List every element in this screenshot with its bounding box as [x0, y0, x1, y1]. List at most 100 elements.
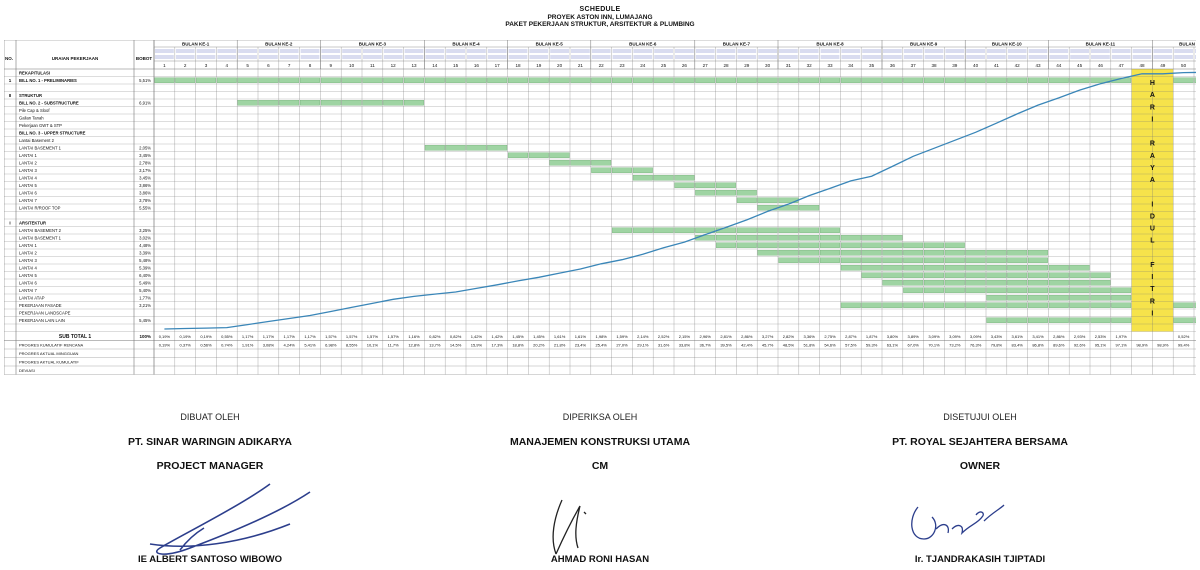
- holiday-letter: I: [1151, 201, 1153, 208]
- gantt-bar-cell: [404, 77, 424, 83]
- row-weight: 3,02%: [139, 236, 151, 241]
- gantt-bar-cell: [300, 77, 320, 83]
- date-placeholder: [924, 55, 944, 59]
- gantt-bar-cell: [799, 205, 820, 211]
- row-description: ARSITEKTUR: [19, 221, 46, 226]
- gantt-bar-cell: [341, 100, 362, 106]
- made-by-name: IE ALBERT SANTOSO WIBOWO: [137, 554, 283, 565]
- subtotal-value: 2,14%: [637, 334, 649, 339]
- gantt-bar-cell: [632, 175, 653, 181]
- date-placeholder: [321, 55, 341, 59]
- subtotal-value: 2,15%: [679, 334, 691, 339]
- cumulative-value: 54,6%: [824, 343, 836, 348]
- gantt-bar-cell: [1090, 272, 1111, 278]
- made-by-label: DIBUAT OLEH: [180, 412, 240, 422]
- approved-by-label: DISETUJUI OLEH: [943, 412, 1017, 422]
- date-placeholder: [883, 55, 902, 59]
- gantt-bar-cell: [903, 287, 924, 293]
- checked-by-label: DIPERIKSA OLEH: [562, 412, 638, 422]
- gantt-bar-cell: [1194, 77, 1196, 83]
- subtotal-value: 3,27%: [762, 334, 774, 339]
- gantt-bar-cell: [695, 227, 716, 233]
- date-placeholder: [487, 55, 507, 59]
- cumulative-value: 27,0%: [616, 343, 628, 348]
- gantt-bar-cell: [716, 77, 736, 83]
- gantt-bar-cell: [778, 227, 799, 233]
- cumulative-value: 45,7%: [762, 343, 774, 348]
- cumulative-value: 98,9%: [1136, 343, 1148, 348]
- gantt-bar-cell: [1069, 77, 1090, 83]
- gantt-bar-cell: [944, 257, 965, 263]
- schedule-table: BULAN KE-1 BULAN KE-2 BULAN KE-3 BULAN KE-4…: [4, 40, 1196, 375]
- gantt-bar-cell: [903, 77, 924, 83]
- gantt-bar-cell: [1007, 250, 1028, 256]
- gantt-bar-cell: [820, 257, 840, 263]
- month-label: BULAN KE-11: [1086, 42, 1116, 47]
- date-placeholder: [1007, 55, 1027, 59]
- cumulative-value: 6,98%: [325, 343, 337, 348]
- gantt-bar-cell: [924, 280, 944, 286]
- holiday-letter: H: [1150, 80, 1155, 87]
- gantt-bar-cell: [1048, 77, 1069, 83]
- date-placeholder: [779, 55, 798, 59]
- gantt-bar-cell: [674, 227, 695, 233]
- cumulative-value: 0,37%: [180, 343, 192, 348]
- gantt-bar-cell: [1069, 317, 1090, 323]
- date-placeholder: [633, 55, 653, 59]
- date-placeholder: [279, 49, 299, 53]
- date-placeholder: [966, 55, 985, 59]
- gantt-bar-cell: [799, 257, 820, 263]
- date-placeholder: [1007, 49, 1027, 53]
- gantt-bar-cell: [861, 302, 882, 308]
- cumulative-value: 3,08%: [263, 343, 275, 348]
- week-number: 9: [330, 63, 333, 68]
- date-placeholder: [799, 55, 819, 59]
- subtotal-value: 0,19%: [200, 334, 212, 339]
- date-placeholder: [342, 49, 361, 53]
- row-description: BILL NO. 2 - SUBSTRUCTURE: [19, 101, 79, 106]
- gantt-bar-cell: [258, 100, 279, 106]
- s-curve-line: [164, 71, 1196, 330]
- gantt-bar-cell: [944, 250, 965, 256]
- row-description: PEKERJAAN FASADE: [19, 303, 62, 308]
- date-placeholder: [716, 55, 736, 59]
- gantt-bar-cell: [757, 227, 778, 233]
- gantt-bar-cell: [1090, 287, 1111, 293]
- gantt-bar-cell: [1028, 265, 1048, 271]
- row-weight: 6,91%: [139, 101, 151, 106]
- gantt-bar-cell: [924, 250, 944, 256]
- date-placeholder: [841, 49, 861, 53]
- row-weight: 3,86%: [139, 191, 151, 196]
- date-placeholder: [591, 49, 611, 53]
- date-placeholder: [1091, 55, 1110, 59]
- week-number: 21: [578, 63, 584, 68]
- row-weight: 3,78%: [139, 198, 151, 203]
- date-placeholder: [259, 55, 278, 59]
- row-weight: 3,25%: [139, 228, 151, 233]
- gantt-bar-cell: [383, 77, 404, 83]
- gantt-bar-cell: [716, 235, 736, 241]
- gantt-bar-cell: [944, 280, 965, 286]
- row-description: LANTAI R/ROOF TOP: [19, 206, 61, 211]
- date-placeholder: [196, 55, 216, 59]
- gantt-bar-cell: [944, 302, 965, 308]
- gantt-bar-cell: [508, 77, 528, 83]
- row-description: LANTAI BASEMENT 2: [19, 228, 62, 233]
- date-placeholder: [175, 55, 195, 59]
- gantt-bar-cell: [778, 250, 799, 256]
- gantt-bar-cell: [674, 182, 695, 188]
- date-placeholder: [300, 55, 320, 59]
- week-number: 26: [682, 63, 688, 68]
- cumulative-value: 98,9%: [1157, 343, 1169, 348]
- gantt-bar-cell: [840, 242, 861, 248]
- subtotal-value: 1,42%: [471, 334, 483, 339]
- cumulative-value: 5,41%: [304, 343, 316, 348]
- date-placeholder: [591, 55, 611, 59]
- date-placeholder: [675, 49, 694, 53]
- row-weight: 3,45%: [139, 153, 151, 158]
- row-number: I: [9, 221, 10, 226]
- week-number: 32: [807, 63, 813, 68]
- cumulative-value: 18,8%: [512, 343, 524, 348]
- gantt-bar-cell: [944, 287, 965, 293]
- date-placeholder: [654, 55, 673, 59]
